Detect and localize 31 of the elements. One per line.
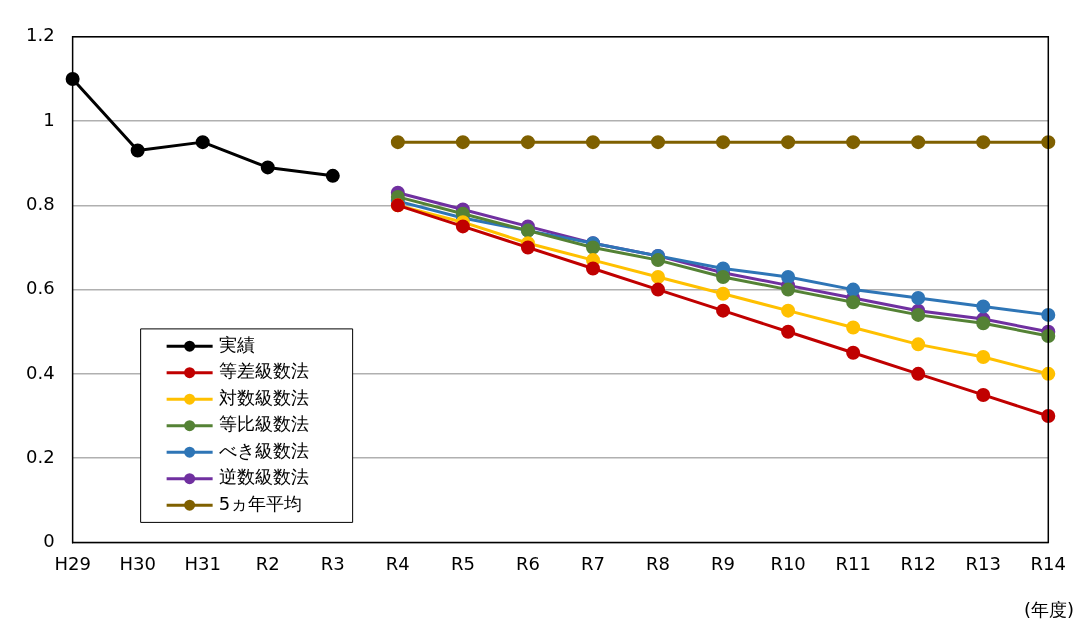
y-tick-label: 0.6 xyxy=(25,277,55,299)
x-tick-label: R3 xyxy=(320,552,345,574)
legend-label: 等比級数法 xyxy=(218,413,309,435)
y-tick-label: 1 xyxy=(43,108,55,130)
x-tick-label: R2 xyxy=(255,552,280,574)
y-tick-label: 0.8 xyxy=(25,193,55,215)
x-tick-label: R13 xyxy=(965,552,1001,574)
legend-label: 対数級数法 xyxy=(218,386,309,408)
y-tick-label: 1.2 xyxy=(25,24,55,46)
x-tick-label: R6 xyxy=(515,552,540,574)
x-tick-label: R8 xyxy=(646,552,671,574)
x-tick-label: R4 xyxy=(385,552,410,574)
x-tick-label: R11 xyxy=(835,552,871,574)
x-tick-label: R10 xyxy=(770,552,806,574)
legend-label: べき級数法 xyxy=(218,439,309,461)
y-tick-label: 0.2 xyxy=(25,445,55,467)
x-tick-label: R12 xyxy=(900,552,936,574)
x-tick-label: R9 xyxy=(711,552,736,574)
x-tick-label: R14 xyxy=(1030,552,1067,574)
x-axis-title: (年度) xyxy=(1023,598,1074,620)
legend-label: 等差級数法 xyxy=(218,360,309,382)
legend-label: 実績 xyxy=(218,333,255,355)
legend-label: 5ヵ年平均 xyxy=(218,492,303,514)
x-tick-label: H29 xyxy=(54,552,91,574)
x-tick-label: H31 xyxy=(184,552,221,574)
x-tick-label: R7 xyxy=(581,552,605,574)
y-tick-label: 0.4 xyxy=(25,361,55,383)
legend-label: 逆数級数法 xyxy=(218,466,309,488)
y-tick-label: 0 xyxy=(43,530,55,552)
x-tick-label: R5 xyxy=(450,552,475,574)
x-tick-label: H30 xyxy=(119,552,156,574)
